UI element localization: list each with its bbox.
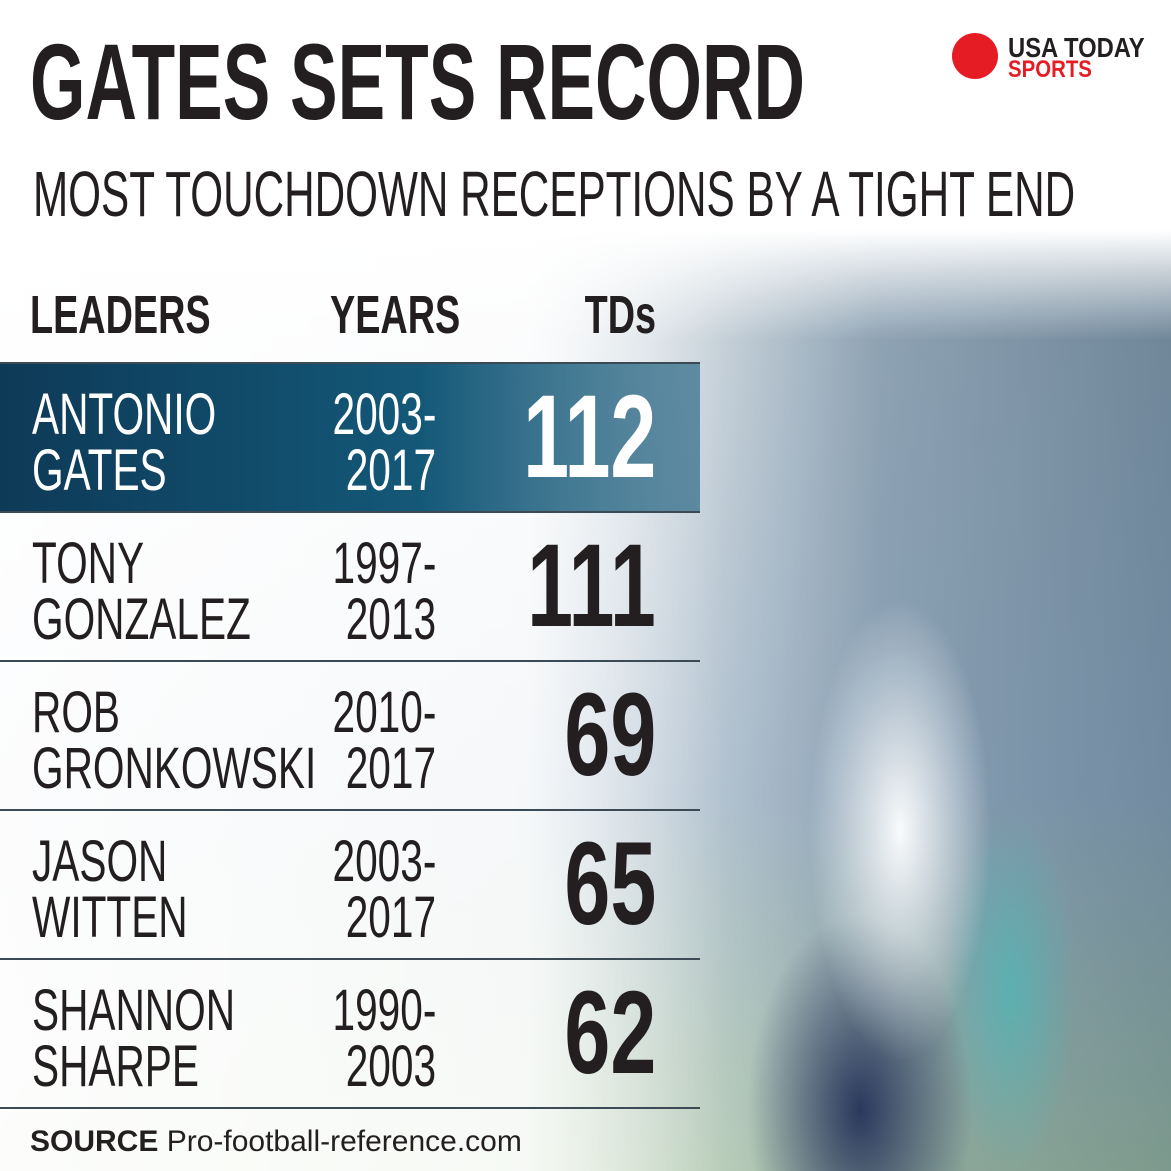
row-separator <box>0 809 700 811</box>
source-label: SOURCE <box>30 1125 159 1158</box>
years: 1990- <box>332 978 436 1043</box>
leader-name: WITTEN <box>32 885 188 950</box>
row-separator <box>0 362 700 364</box>
logo-text: SPORTS <box>1008 56 1092 83</box>
years: 2017 <box>345 438 436 503</box>
years: 1997- <box>332 531 436 596</box>
leader-name: SHARPE <box>32 1034 199 1099</box>
leader-name: SHANNON <box>32 978 236 1043</box>
touchdowns: 62 <box>564 967 656 1099</box>
years: 2017 <box>345 885 436 950</box>
touchdowns: 112 <box>522 371 656 503</box>
leader-name: GRONKOWSKI <box>32 736 317 801</box>
row-separator <box>0 1107 700 1109</box>
logo-circle <box>952 33 998 79</box>
leader-name: GONZALEZ <box>32 587 251 652</box>
source-line: SOURCE Pro-football-reference.com <box>30 1125 522 1159</box>
touchdowns: 65 <box>564 818 656 950</box>
leader-name: JASON <box>32 829 168 894</box>
touchdowns: 69 <box>564 669 656 801</box>
years: 2017 <box>345 736 436 801</box>
leader-name: TONY <box>32 531 145 596</box>
years: 2003- <box>332 829 436 894</box>
row-separator <box>0 958 700 960</box>
leader-name: ROB <box>32 680 120 745</box>
years: 2003 <box>345 1034 436 1099</box>
years: 2010- <box>332 680 436 745</box>
column-header: LEADERS <box>30 285 211 345</box>
highlight-row <box>0 362 700 511</box>
touchdowns: 111 <box>527 520 656 652</box>
source: Pro-football-reference.com <box>166 1125 522 1158</box>
subtitle: MOST TOUCHDOWN RECEPTIONS BY A TIGHT END <box>33 158 1076 230</box>
row-separator <box>0 511 700 513</box>
row-separator <box>0 660 700 662</box>
leader-name: ANTONIO <box>32 382 217 447</box>
years: 2013 <box>345 587 436 652</box>
column-header: TDs <box>584 285 656 345</box>
column-header: YEARS <box>330 285 461 345</box>
years: 2003- <box>332 382 436 447</box>
title: GATES SETS RECORD <box>30 21 805 142</box>
leader-name: GATES <box>32 438 167 503</box>
logo-text: USA TODAY <box>1008 32 1145 63</box>
